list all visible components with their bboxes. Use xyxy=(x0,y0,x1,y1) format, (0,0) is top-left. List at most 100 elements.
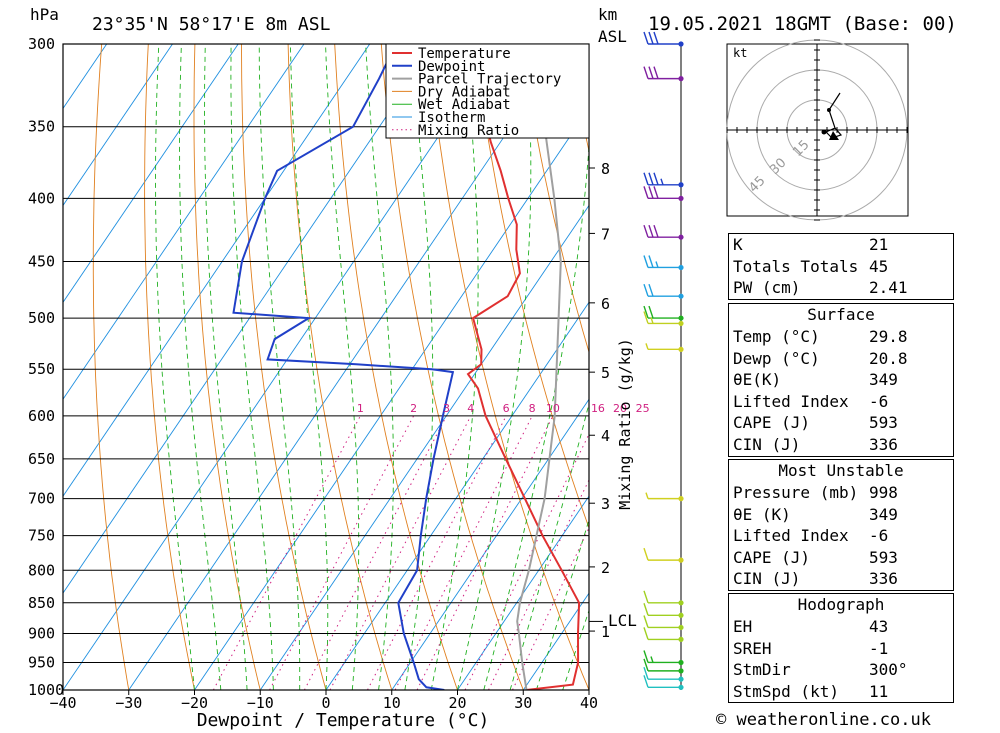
wet-adiabat-line xyxy=(289,44,329,690)
row-label: CIN (J) xyxy=(733,434,801,454)
wind-barb xyxy=(645,492,684,502)
isotherm-line xyxy=(63,44,239,304)
wind-barb xyxy=(643,186,684,201)
hodograph-point xyxy=(821,129,827,135)
km-tick-label: 4 xyxy=(601,427,610,445)
km-label: km xyxy=(598,5,617,24)
wind-barb xyxy=(643,311,684,327)
row-value: -6 xyxy=(869,526,889,546)
hodograph-trace xyxy=(824,92,843,139)
pressure-tick-label: 300 xyxy=(28,35,55,53)
hpa-label: hPa xyxy=(30,5,59,24)
wind-barb xyxy=(643,615,684,631)
wind-barb xyxy=(643,650,684,666)
wet-adiabat-line xyxy=(457,44,532,690)
isotherm-line xyxy=(63,44,502,690)
table-row: EH 43 xyxy=(729,616,953,638)
wet-adiabat-line xyxy=(230,44,274,690)
dry-adiabat-line xyxy=(520,44,589,354)
x-tick-label: −20 xyxy=(181,694,208,712)
mixing-ratio-label: 25 xyxy=(636,402,650,415)
km-tick-label: 3 xyxy=(601,495,610,513)
hodograph-table: Hodograph EH 43 SREH -1 StmDir 300° StmSpd (kt… xyxy=(728,593,954,704)
wind-barb xyxy=(643,547,684,563)
row-label: CIN (J) xyxy=(733,569,801,589)
mixing-ratio-label: 20 xyxy=(613,402,627,415)
row-value: 593 xyxy=(869,413,898,433)
storm-motion-marker xyxy=(829,131,839,140)
x-tick-label: 0 xyxy=(321,694,330,712)
location-title: 23°35'N 58°17'E 8m ASL xyxy=(92,14,331,35)
dewpoint-profile xyxy=(232,44,455,690)
wind-barb xyxy=(643,603,684,618)
row-label: Temp (°C) xyxy=(733,327,820,346)
pressure-tick-label: 350 xyxy=(28,118,55,136)
mixing-ratio-line xyxy=(303,415,447,690)
table-row: CIN (J) 336 xyxy=(729,434,953,456)
mixing-ratio-line xyxy=(394,415,533,690)
x-tick-label: 20 xyxy=(448,694,466,712)
row-value: 593 xyxy=(869,547,898,567)
wind-barb xyxy=(643,590,684,606)
mixing-ratio-label: 2 xyxy=(410,402,417,415)
row-label: EH xyxy=(733,617,753,636)
isotherm-line xyxy=(325,301,589,690)
row-value: 998 xyxy=(869,483,898,502)
mixing-ratio-line xyxy=(269,415,415,690)
wind-barb xyxy=(643,627,684,642)
table-row: StmSpd (kt) 11 xyxy=(729,681,953,703)
row-value: 29.8 xyxy=(869,327,908,346)
row-label: Lifted Index xyxy=(733,526,849,546)
wind-barbs xyxy=(643,31,684,690)
mixing-ratio-line xyxy=(329,415,472,690)
indices-table: K 21 Totals Totals 45 PW (cm) 2.41 xyxy=(728,233,954,300)
mixing-ratio-axis-label: Mixing Ratio (g/kg) xyxy=(616,338,634,510)
wind-barb xyxy=(643,305,684,321)
x-tick-label: −10 xyxy=(247,694,274,712)
row-label: StmSpd (kt) xyxy=(733,681,839,701)
row-value: 43 xyxy=(869,617,889,636)
mixing-ratio-label: 16 xyxy=(591,402,605,415)
wind-barb xyxy=(643,172,684,188)
wind-barb xyxy=(643,283,684,299)
row-label: CAPE (J) xyxy=(733,413,811,433)
isotherm-line xyxy=(194,107,589,690)
mixing-ratio-label: 6 xyxy=(503,402,510,415)
row-label: K xyxy=(733,235,743,254)
row-label: PW (cm) xyxy=(733,278,801,298)
wet-adiabat-line xyxy=(430,44,479,690)
table-row: CAPE (J) 593 xyxy=(729,412,953,434)
table-row: Pressure (mb) 998 xyxy=(729,482,953,504)
row-label: CAPE (J) xyxy=(733,547,811,567)
row-value: 20.8 xyxy=(869,348,908,368)
wet-adiabat-line xyxy=(204,44,248,690)
temperature-profile xyxy=(460,44,581,690)
x-tick-label: −30 xyxy=(115,694,142,712)
hodograph-unit: kt xyxy=(733,46,747,60)
wet-adiabat-line xyxy=(258,44,301,690)
table-row: K 21 xyxy=(729,234,953,256)
row-value: 2.41 xyxy=(869,278,908,298)
dry-adiabat-line xyxy=(987,44,1000,690)
legend-label: Temperature xyxy=(418,46,511,62)
mixing-ratio-label: 3 xyxy=(443,402,450,415)
row-label: Dewp (°C) xyxy=(733,348,820,368)
surface-table: Surface Temp (°C) 29.8 Dewp (°C) 20.8 θE(K) 3… xyxy=(728,303,954,457)
table-row: CAPE (J) 593 xyxy=(729,547,953,569)
wind-barb xyxy=(643,66,684,82)
asl-label: ASL xyxy=(598,27,627,46)
pressure-tick-label: 650 xyxy=(28,450,55,468)
legend-box xyxy=(385,43,590,139)
legend-label: Parcel Trajectory xyxy=(418,72,561,88)
surface-title: Surface xyxy=(807,305,875,324)
parcel-trajectory-profile xyxy=(516,44,562,690)
pressure-tick-label: 500 xyxy=(28,309,55,327)
profiles xyxy=(232,44,581,690)
x-tick-label: −40 xyxy=(49,694,76,712)
pressure-tick-label: 900 xyxy=(28,624,55,642)
table-row: StmDir 300° xyxy=(729,659,953,681)
lcl-label: LCL xyxy=(608,611,637,630)
row-value: 349 xyxy=(869,370,898,390)
table-row: CIN (J) 336 xyxy=(729,568,953,590)
pressure-tick-label: 750 xyxy=(28,527,55,545)
